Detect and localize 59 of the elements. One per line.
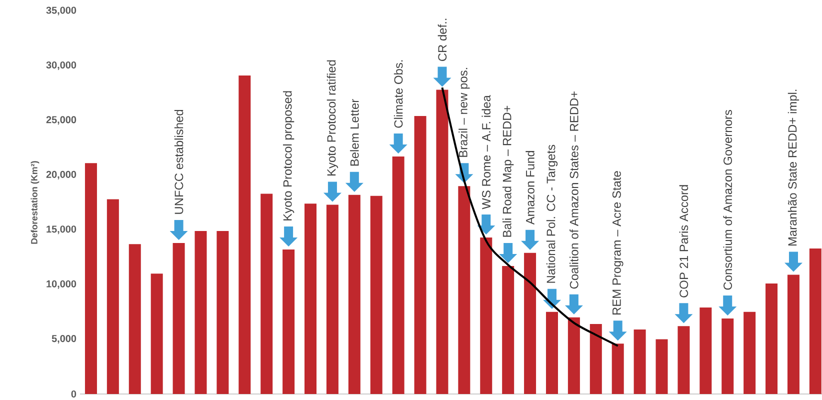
- bar: [326, 204, 338, 394]
- y-tick-label: 35,000: [46, 6, 76, 16]
- bar: [238, 76, 251, 394]
- annotation: Consortium of Amazon Governors: [723, 110, 732, 290]
- bar: [260, 194, 273, 394]
- annotation: Brazil – new pos.: [458, 68, 470, 157]
- annotation: Bali Road Map – REDD+: [502, 106, 514, 237]
- y-axis-title: Deforestation (Km²): [30, 161, 40, 244]
- bar: [304, 204, 317, 394]
- y-tick-label: 5,000: [52, 335, 76, 344]
- annotation: REM Program – Acre State: [612, 171, 624, 314]
- bar: [414, 116, 426, 394]
- annotation: WS Rome – A.F. idea: [482, 95, 491, 210]
- bar: [480, 238, 492, 394]
- bar: [590, 324, 602, 394]
- y-tick-label: 10,000: [46, 280, 76, 289]
- bar: [787, 274, 800, 394]
- bar: [766, 283, 778, 394]
- bar: [458, 186, 470, 394]
- bar: [172, 242, 185, 394]
- bar: [194, 230, 207, 394]
- annotation: Coalition of Amazon States – REDD+: [570, 91, 578, 289]
- y-tick-label: 25,000: [46, 116, 76, 125]
- annotation: UNFCC established: [174, 110, 184, 214]
- bar: [678, 326, 690, 394]
- bar: [722, 318, 734, 394]
- bar: [744, 312, 756, 394]
- y-tick-label: 30,000: [46, 61, 76, 70]
- annotation: Climate Obs.: [394, 60, 403, 128]
- bar: [436, 90, 448, 394]
- bar: [370, 196, 382, 394]
- bar: [656, 339, 668, 394]
- bar: [84, 163, 97, 394]
- bar: [546, 312, 558, 394]
- bar: [216, 230, 229, 394]
- bar: [392, 156, 404, 394]
- bar: [150, 274, 163, 394]
- bar: [282, 250, 295, 394]
- bar: [106, 199, 119, 394]
- annotation: Belem Letter: [350, 99, 359, 166]
- annotation: Amazon Fund: [526, 151, 534, 225]
- bar: [128, 244, 141, 394]
- y-tick-label: 0: [71, 390, 76, 398]
- y-tick-label: 20,000: [46, 170, 76, 180]
- annotation: Kyoto Protocol proposed: [282, 91, 294, 220]
- y-tick-label: 15,000: [46, 226, 76, 234]
- bar: [612, 344, 624, 394]
- annotation: Kyoto Protocol ratified: [326, 60, 338, 176]
- bar: [700, 308, 712, 394]
- bar: [568, 317, 580, 394]
- annotation: COP 21 Paris Accord: [679, 185, 688, 298]
- annotation: Maranhão State REDD+ impl.: [788, 90, 800, 246]
- annotation: CR def..: [438, 18, 447, 61]
- annotation: National Pol. CC - Targets: [546, 144, 558, 283]
- bar: [809, 248, 822, 394]
- bar: [634, 329, 646, 394]
- bar: [348, 194, 360, 394]
- bar: [502, 266, 514, 394]
- bar: [524, 252, 536, 394]
